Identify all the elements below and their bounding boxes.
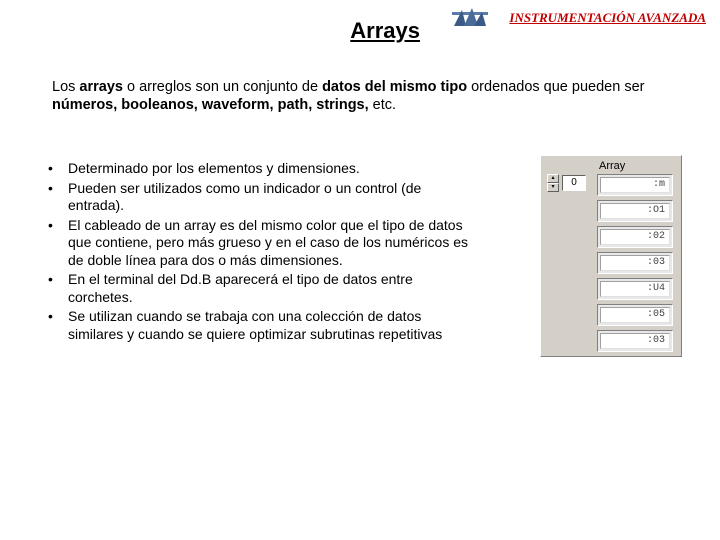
list-item-text: El cableado de un array es del mismo col… (68, 217, 468, 268)
intro-bold-arrays: arrays (79, 79, 123, 95)
array-cell[interactable]: :05 (597, 304, 673, 326)
array-cell[interactable]: :O1 (597, 200, 673, 222)
array-widget: Array ▴ ▾ 0 :m :O1 :02 :03 :U4 :05 :03 (540, 155, 682, 357)
array-cell[interactable]: :U4 (597, 278, 673, 300)
intro-text: ordenados que pueden ser (467, 79, 644, 95)
cell-value: :03 (600, 333, 670, 349)
course-title: INSTRUMENTACIÓN AVANZADA (509, 10, 706, 26)
list-item-text: Pueden ser utilizados como un indicador … (68, 180, 421, 214)
list-item: Determinado por los elementos y dimensio… (40, 160, 470, 178)
spin-up-icon[interactable]: ▴ (547, 174, 559, 183)
list-item: Pueden ser utilizados como un indicador … (40, 180, 470, 215)
cell-value: :U4 (600, 281, 670, 297)
index-spinner[interactable]: ▴ ▾ 0 (547, 174, 591, 194)
index-value[interactable]: 0 (562, 175, 586, 191)
cell-value: :02 (600, 229, 670, 245)
logo-icon (452, 6, 488, 30)
list-item-text: Se utilizan cuando se trabaja con una co… (68, 308, 442, 342)
intro-bold-tipos: números, booleanos, waveform, path, stri… (52, 97, 369, 113)
bullet-list: Determinado por los elementos y dimensio… (40, 160, 470, 345)
array-cells: :m :O1 :02 :03 :U4 :05 :03 (597, 174, 673, 356)
cell-value: :03 (600, 255, 670, 271)
list-item: Se utilizan cuando se trabaja con una co… (40, 308, 470, 343)
array-cell[interactable]: :03 (597, 330, 673, 352)
spinner-buttons[interactable]: ▴ ▾ (547, 174, 559, 192)
intro-text: Los (52, 79, 79, 95)
list-item: En el terminal del Dd.B aparecerá el tip… (40, 271, 470, 306)
array-cell[interactable]: :02 (597, 226, 673, 248)
array-cell[interactable]: :m (597, 174, 673, 196)
spin-down-icon[interactable]: ▾ (547, 183, 559, 192)
list-item-text: Determinado por los elementos y dimensio… (68, 160, 360, 176)
list-item: El cableado de un array es del mismo col… (40, 217, 470, 270)
intro-paragraph: Los arrays o arreglos son un conjunto de… (52, 78, 668, 114)
cell-value: :05 (600, 307, 670, 323)
array-cell[interactable]: :03 (597, 252, 673, 274)
list-item-text: En el terminal del Dd.B aparecerá el tip… (68, 271, 413, 305)
cell-value: :O1 (600, 203, 670, 219)
intro-text: o arreglos son un conjunto de (123, 79, 322, 95)
array-label: Array (599, 160, 625, 172)
slide-page: INSTRUMENTACIÓN AVANZADA Arrays Los arra… (0, 0, 720, 540)
cell-value: :m (600, 177, 670, 193)
intro-text: etc. (369, 97, 396, 113)
slide-title: Arrays (0, 18, 420, 44)
intro-bold-datos: datos del mismo tipo (322, 79, 467, 95)
